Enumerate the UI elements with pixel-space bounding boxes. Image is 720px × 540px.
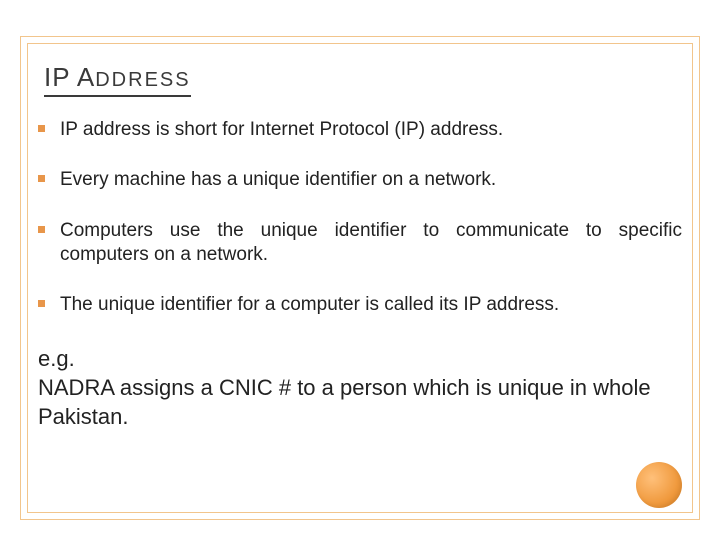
title-prefix: IP A (44, 62, 95, 92)
list-item: Every machine has a unique identifier on… (38, 168, 682, 192)
slide-content: IP address is short for Internet Protoco… (38, 118, 682, 431)
list-item: The unique identifier for a computer is … (38, 293, 682, 317)
list-item: IP address is short for Internet Protoco… (38, 118, 682, 142)
slide-title: IP ADDRESS (44, 62, 191, 97)
decorative-circle-icon (636, 462, 682, 508)
list-item: Computers use the unique identifier to c… (38, 219, 682, 268)
example-text: NADRA assigns a CNIC # to a person which… (38, 373, 682, 431)
bullet-list: IP address is short for Internet Protoco… (38, 118, 682, 318)
example-block: e.g. NADRA assigns a CNIC # to a person … (38, 344, 682, 431)
example-label: e.g. (38, 344, 682, 373)
title-suffix: DDRESS (95, 69, 190, 91)
